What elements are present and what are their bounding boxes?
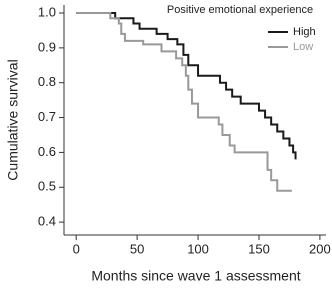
y-tick-label: 0.6 <box>38 144 56 159</box>
y-tick-label: 0.7 <box>38 109 56 124</box>
survival-line <box>76 12 297 160</box>
x-tick-label: 200 <box>309 241 331 256</box>
x-tick-label: 50 <box>130 241 144 256</box>
legend-label: High <box>293 26 316 38</box>
y-tick-label: 1.0 <box>38 4 56 19</box>
survival-line <box>76 12 292 192</box>
y-tick-label: 0.5 <box>38 179 56 194</box>
x-axis-label: Months since wave 1 assessment <box>91 268 300 284</box>
y-axis-label: Cumulative survival <box>5 59 21 180</box>
y-tick-label: 0.8 <box>38 74 56 89</box>
x-tick-label: 100 <box>187 241 209 256</box>
x-tick-label: 150 <box>248 241 270 256</box>
y-tick-label: 0.9 <box>38 39 56 54</box>
x-tick-label: 0 <box>73 241 80 256</box>
y-tick-label: 0.4 <box>38 214 56 229</box>
legend-label: Low <box>293 41 313 53</box>
legend-title: Positive emotional experience <box>167 4 313 16</box>
